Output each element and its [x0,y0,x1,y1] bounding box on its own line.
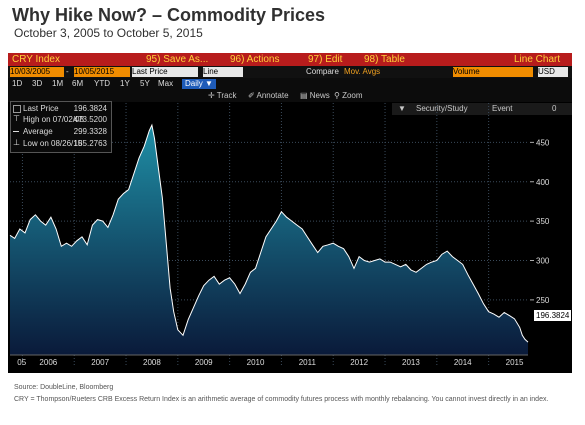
edit-button[interactable]: 97) Edit [308,54,343,65]
legend-low: ⊥ Low on 08/26/15 185.2763 [13,138,109,149]
period-tab[interactable]: 3D [32,79,43,88]
legend-average: Average 299.3328 [13,126,109,137]
menu-bar: CRY Index 95) Save As... 96) Actions 97)… [8,53,572,66]
volume-select[interactable]: Volume [453,67,533,77]
period-tab[interactable]: 1M [52,79,64,88]
news-label: News [309,91,330,100]
legend-label: Average [23,127,53,136]
legend-value: 196.3824 [73,104,107,113]
zoom-button[interactable]: ⚲ Zoom [334,91,363,100]
period-bar: 1D 3D 1M 6M YTD 1Y 5Y Max Daily ▼ ▼ Secu… [8,78,572,115]
legend-swatch [13,105,21,113]
event-button[interactable]: Event [492,104,513,113]
right-tools: ▼ Security/Study Event 0 [392,103,572,115]
table-button[interactable]: 98) Table [364,54,405,65]
period-tab[interactable]: 1Y [120,79,130,88]
chevron-down-icon[interactable]: ▼ [398,104,406,113]
date-dash: - [66,67,69,76]
actions-button[interactable]: 96) Actions [230,54,280,65]
period-tab[interactable]: 5Y [140,79,150,88]
low-marker-icon: ⊥ [13,138,20,147]
track-label: Track [216,91,237,100]
field-bar: 10/03/2005 - 10/05/2015 Last Price Line … [8,66,572,78]
legend-value: 185.2763 [73,139,107,148]
legend-label: High on 07/02/08 [23,115,84,124]
start-date-field[interactable]: 10/03/2005 [10,67,64,77]
source-note: Source: DoubleLine, Bloomberg [14,384,114,391]
compare-label[interactable]: Compare [306,67,339,76]
period-tab[interactable]: Max [158,79,174,88]
ticker-label[interactable]: CRY Index [12,54,60,65]
chart-type-label[interactable]: Line Chart [514,54,561,65]
zoom-label: Zoom [342,91,363,100]
annotate-label: Annotate [256,91,289,100]
period-tab[interactable]: 6M [72,79,84,88]
chart-legend: Last Price 196.3824 ⊤ High on 07/02/08 4… [10,101,112,153]
settings-number[interactable]: 0 [552,104,557,113]
news-button[interactable]: ▤ News [300,91,330,100]
period-tab[interactable]: YTD [94,79,110,88]
price-field-select[interactable]: Last Price [132,67,198,77]
legend-value: 473.5200 [73,115,107,124]
period-tab[interactable]: 1D [12,79,23,88]
average-marker-icon [13,131,19,132]
security-study-button[interactable]: Security/Study [416,104,468,113]
mov-avgs-label[interactable]: Mov. Avgs [344,67,381,76]
legend-value: 299.3328 [73,127,107,136]
save-as-button[interactable]: 95) Save As... [146,54,209,65]
frequency-select[interactable]: Daily ▼ [182,79,216,89]
end-date-field[interactable]: 10/05/2015 [74,67,130,77]
annotate-button[interactable]: ✐ Annotate [248,91,289,100]
high-marker-icon: ⊤ [13,114,20,123]
legend-high: ⊤ High on 07/02/08 473.5200 [13,114,109,125]
last-value-badge: 196.3824 [534,310,572,321]
currency-select[interactable]: USD [538,67,568,77]
page-subtitle: October 3, 2005 to October 5, 2015 [14,26,203,40]
page-title: Why Hike Now? – Commodity Prices [12,5,326,25]
toolbar: ✛ Track ✐ Annotate ▤ News ⚲ Zoom [8,90,572,102]
legend-label: Low on 08/26/15 [23,139,83,148]
line-type-select[interactable]: Line [203,67,243,77]
legend-label: Last Price [23,104,59,113]
legend-last-price: Last Price 196.3824 [13,103,109,114]
footnote: CRY = Thompson/Rueters CRB Excess Return… [14,396,549,403]
track-button[interactable]: ✛ Track [208,91,237,100]
